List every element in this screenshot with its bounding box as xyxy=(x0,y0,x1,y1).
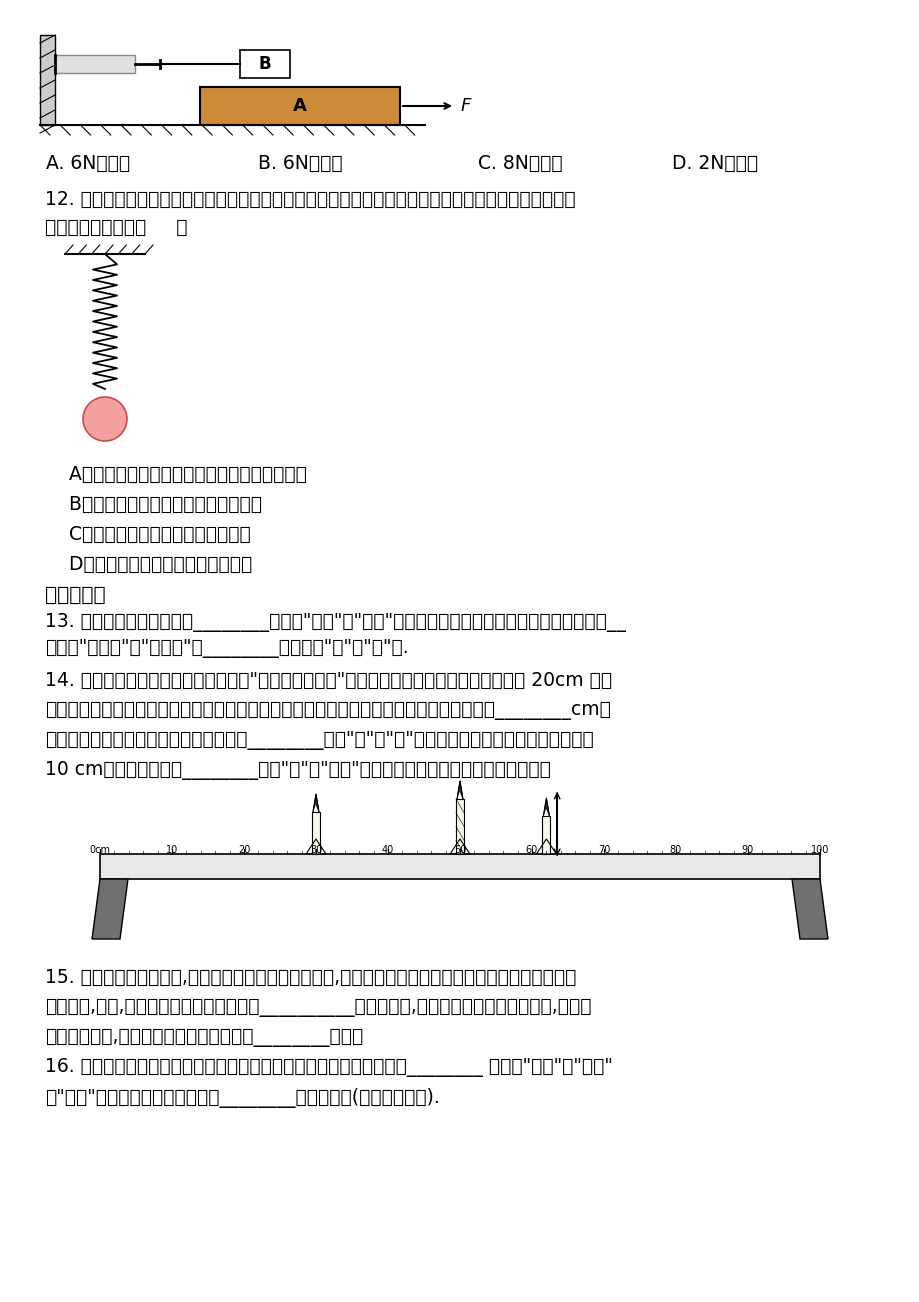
Bar xyxy=(40,35,55,125)
Text: 10: 10 xyxy=(165,845,178,855)
Polygon shape xyxy=(92,879,128,939)
Bar xyxy=(199,87,400,125)
Polygon shape xyxy=(457,781,462,799)
Text: A．天花板对弹簧的拉力和弹簧对天花板的拉力: A．天花板对弹簧的拉力和弹簧对天花板的拉力 xyxy=(45,465,307,484)
Bar xyxy=(100,854,819,879)
Text: B: B xyxy=(258,56,271,73)
Text: 0cm: 0cm xyxy=(89,845,110,855)
Bar xyxy=(240,51,289,78)
Text: 随着蜡烛的燃烧，可观察到光屏上的像向________（填"上"或"下"）移动。移动蜡烛，使烛焰离凸透镜: 随着蜡烛的燃烧，可观察到光屏上的像向________（填"上"或"下"）移动。移… xyxy=(45,732,593,750)
Text: $F$: $F$ xyxy=(460,98,472,115)
Text: （选填"正立的"或"倒立的"）________像（选填"实"或"虚"）.: （选填"正立的"或"倒立的"）________像（选填"实"或"虚"）. xyxy=(45,639,408,658)
Text: 二、填空题: 二、填空题 xyxy=(45,586,106,605)
Text: B. 6N，向左: B. 6N，向左 xyxy=(257,154,342,172)
Text: 12. 如图所示，弹簧所受重力不计，上端固定在天花板上，下端悬挂一小球，处于静止状态，下列各对力: 12. 如图所示，弹簧所受重力不计，上端固定在天花板上，下端悬挂一小球，处于静止… xyxy=(45,190,575,210)
Circle shape xyxy=(83,397,127,441)
Text: 13. 通过放大镜看到的像是________（选填"实像"或"虚像"）；光通过近视眼镜在视网膜上所成的像是__: 13. 通过放大镜看到的像是________（选填"实像"或"虚像"）；光通过近… xyxy=(45,613,625,631)
Text: 100: 100 xyxy=(810,845,828,855)
Text: 90: 90 xyxy=(741,845,754,855)
Bar xyxy=(456,799,463,854)
Text: 50: 50 xyxy=(453,845,466,855)
Bar xyxy=(312,812,320,854)
Text: C. 8N，向左: C. 8N，向左 xyxy=(478,154,562,172)
Text: 中属于平衡力的是（     ）: 中属于平衡力的是（ ） xyxy=(45,219,187,237)
Text: D．球对弹簧的拉力和球受到的重力: D．球对弹簧的拉力和球受到的重力 xyxy=(45,555,252,574)
Text: 15. 在跳板跳水的运动中,运动员对跳板向下施力的同时,也受到跳板向上的作用力。但两个力的作用效果: 15. 在跳板跳水的运动中,运动员对跳板向下施力的同时,也受到跳板向上的作用力。… xyxy=(45,969,575,987)
Text: 或"减速"）运动。此时小球共受到________个力的作用(忽略空气阻力).: 或"减速"）运动。此时小球共受到________个力的作用(忽略空气阻力). xyxy=(45,1087,439,1108)
Text: B．球对弹簧的拉力和弹簧对球的拉力: B．球对弹簧的拉力和弹簧对球的拉力 xyxy=(45,495,262,514)
Text: 40: 40 xyxy=(381,845,393,855)
Text: 14. 如下图所示是某实验小组合作探究"凸透镜成像规律"的实验装置，实验时当烛焰离凸透镜 20cm 时，: 14. 如下图所示是某实验小组合作探究"凸透镜成像规律"的实验装置，实验时当烛焰… xyxy=(45,671,611,690)
Text: 曲程度不一样,说明了力的作用效果与力的________有关。: 曲程度不一样,说明了力的作用效果与力的________有关。 xyxy=(45,1029,363,1047)
Text: 16. 如图，汽车向右行驶过程中，小球突然向右摆动，说明汽车正在做________ （选填"加速"、"匀速": 16. 如图，汽车向右行驶过程中，小球突然向右摆动，说明汽车正在做_______… xyxy=(45,1059,612,1077)
Text: 10 cm，再移动光屏，________（填"能"或"不能"）在光屏上得到一个清晰的烛焰的像。: 10 cm，再移动光屏，________（填"能"或"不能"）在光屏上得到一个清… xyxy=(45,762,550,780)
Text: 60: 60 xyxy=(526,845,538,855)
Bar xyxy=(55,56,135,73)
Text: C．弹簧对球的拉力和球受到的重力: C．弹簧对球的拉力和球受到的重力 xyxy=(45,525,251,544)
Text: 70: 70 xyxy=(597,845,609,855)
Text: A. 6N，向右: A. 6N，向右 xyxy=(46,154,130,172)
Text: 80: 80 xyxy=(669,845,681,855)
Polygon shape xyxy=(312,794,319,812)
Polygon shape xyxy=(791,879,827,939)
Text: 移动光屏可得到一个清晰、倒立、缩小的烛焰的实像，由此可以知道该凸透镜的焦距应小于________cm；: 移动光屏可得到一个清晰、倒立、缩小的烛焰的实像，由此可以知道该凸透镜的焦距应小于… xyxy=(45,700,610,720)
Polygon shape xyxy=(543,798,549,816)
Bar xyxy=(542,816,550,854)
Text: 是不同的,其中,后者主要是改变了运动员的__________；另外发现,运动员站在跳板的不同位置,板的弯: 是不同的,其中,后者主要是改变了运动员的__________；另外发现,运动员站… xyxy=(45,999,591,1017)
Text: D. 2N，向右: D. 2N，向右 xyxy=(671,154,757,172)
Text: 30: 30 xyxy=(310,845,322,855)
Text: A: A xyxy=(293,98,307,115)
Text: 20: 20 xyxy=(237,845,250,855)
